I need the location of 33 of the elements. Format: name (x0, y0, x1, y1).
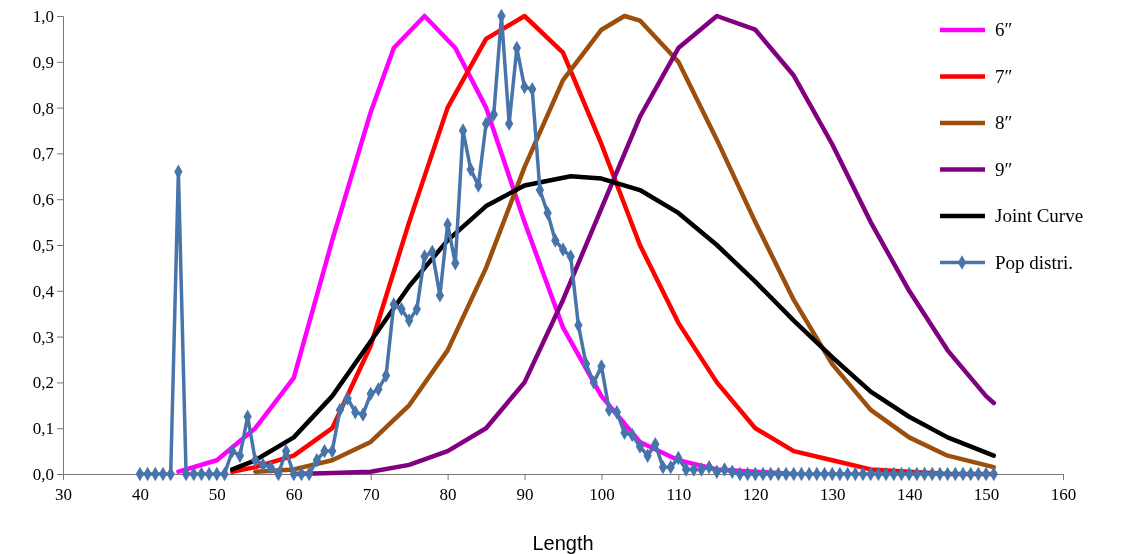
y-tick-label: 0,3 (32, 327, 54, 347)
y-tick-label: 0,9 (32, 52, 54, 72)
x-tick-label: 60 (285, 485, 303, 504)
x-tick-label: 80 (439, 485, 457, 504)
x-tick-label: 140 (896, 485, 923, 504)
legend-label: 7″ (995, 65, 1013, 87)
y-tick-label: 0,7 (32, 144, 55, 164)
x-tick-label: 30 (55, 485, 72, 504)
legend-label: 9″ (995, 158, 1013, 180)
x-tick-label: 150 (973, 485, 1000, 504)
legend-label: 6″ (995, 19, 1013, 40)
y-tick-label: 0,0 (32, 464, 54, 484)
x-tick-label: 160 (1050, 485, 1077, 504)
x-tick-label: 110 (666, 485, 692, 504)
y-tick-label: 1,0 (32, 6, 54, 26)
y-tick-label: 0,8 (32, 98, 54, 118)
y-tick-label: 0,2 (32, 373, 54, 393)
x-tick-label: 70 (362, 485, 380, 504)
legend-label: Joint Curve (995, 205, 1084, 226)
x-tick-label: 40 (131, 485, 149, 504)
y-tick-label: 0,1 (32, 419, 54, 439)
legend-label: 8″ (995, 112, 1013, 133)
x-tick-label: 90 (516, 485, 534, 504)
x-tick-label: 50 (208, 485, 226, 504)
line-series (229, 174, 997, 472)
legend-label: Pop distri. (995, 251, 1074, 273)
x-tick-label: 130 (819, 485, 846, 504)
x-tick-label: 100 (589, 485, 615, 504)
y-tick-label: 0,4 (32, 281, 55, 301)
x-axis-title: Length (532, 532, 594, 554)
y-tick-label: 0,6 (32, 190, 54, 210)
x-tick-label: 120 (743, 485, 769, 504)
y-tick-label: 0,5 (32, 235, 54, 255)
